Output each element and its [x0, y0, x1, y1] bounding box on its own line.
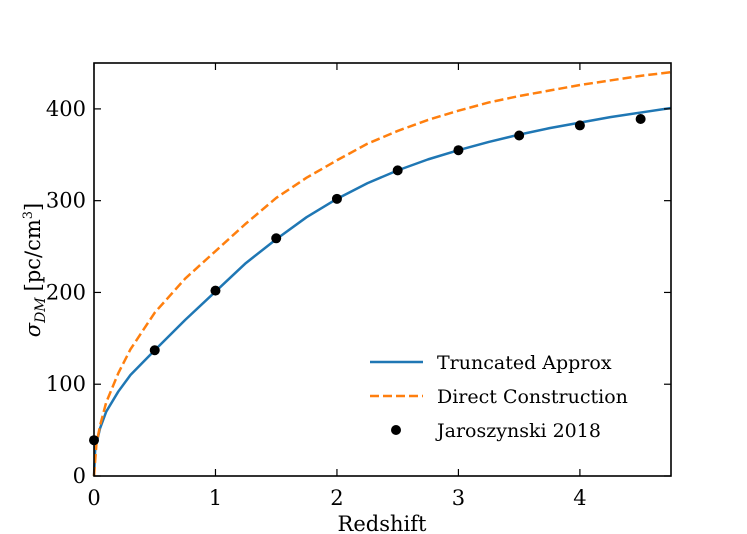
- data-point-jaroszynski-2018: [574, 120, 585, 131]
- series-line-direct-construction: [92, 70, 672, 477]
- data-point-jaroszynski-2018: [149, 345, 160, 356]
- legend-label-truncated-approx: Truncated Approx: [437, 352, 612, 374]
- data-point-jaroszynski-2018: [271, 233, 282, 244]
- data-point-jaroszynski-2018: [392, 165, 403, 176]
- series-line-truncated-approx: [92, 106, 672, 477]
- data-point-jaroszynski-2018: [635, 113, 646, 124]
- y-axis-label-units: [pc/cm: [21, 219, 45, 291]
- plot-content: [89, 70, 672, 477]
- y-tick-label: 0: [73, 464, 86, 488]
- legend-marker-jaroszynski-2018: [391, 425, 401, 435]
- y-axis-label: σDM [pc/cm3]: [21, 203, 49, 338]
- data-point-jaroszynski-2018: [453, 145, 464, 156]
- y-axis-label-subscript: DM: [33, 297, 49, 324]
- data-point-jaroszynski-2018: [210, 285, 221, 296]
- y-tick-label: 400: [46, 97, 86, 121]
- x-tick-label: 0: [87, 486, 100, 510]
- y-axis-label-sigma: σ: [21, 322, 45, 337]
- legend-label-direct-construction: Direct Construction: [437, 386, 628, 408]
- axes: 0 1 2 3 4 0 100 200 300 400: [46, 63, 671, 510]
- legend: Truncated Approx Direct Construction Jar…: [370, 352, 628, 442]
- y-axis-label-exponent: 3: [21, 211, 36, 219]
- x-tick-label: 2: [330, 486, 343, 510]
- y-tick-label: 300: [46, 189, 86, 213]
- x-axis-label: Redshift: [338, 512, 427, 534]
- y-axis-label-close: ]: [21, 203, 45, 211]
- x-tick-label: 3: [452, 486, 465, 510]
- y-tick-label: 100: [46, 372, 86, 396]
- y-tick-label: 200: [46, 280, 86, 304]
- data-point-jaroszynski-2018: [331, 193, 342, 204]
- x-tick-label: 4: [573, 486, 586, 510]
- data-point-jaroszynski-2018: [514, 130, 525, 141]
- plot-frame: [93, 62, 672, 477]
- x-tick-label: 1: [209, 486, 222, 510]
- legend-label-jaroszynski-2018: Jaroszynski 2018: [435, 420, 601, 442]
